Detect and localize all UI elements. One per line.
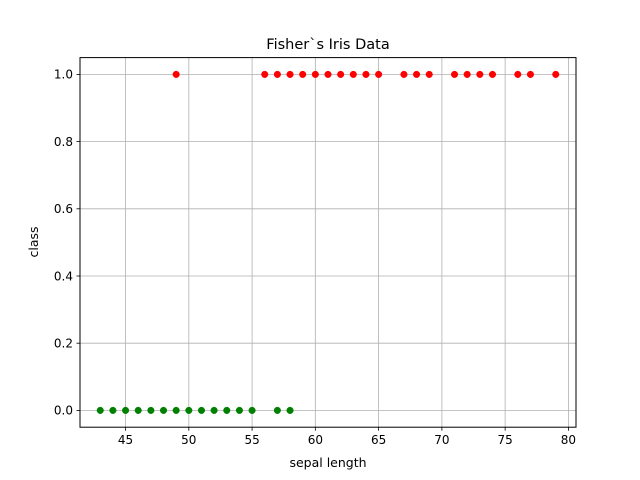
- x-tick-label: 50: [181, 433, 196, 447]
- ticks-layer: 45 50 55 60 65 70 75 80 0.0 0.2 0.4 0.6 0.8 1.0: [54, 68, 576, 448]
- class-1-point: [476, 70, 484, 78]
- class-1-point: [450, 70, 459, 78]
- class-0-point: [147, 406, 155, 414]
- x-tick-label: 65: [371, 433, 386, 447]
- class-1-point: [413, 70, 421, 78]
- class-0-point: [210, 406, 218, 414]
- class-1-point: [337, 70, 345, 78]
- chart-title: Fisher`s Iris Data: [266, 37, 389, 53]
- class-1-point: [488, 70, 497, 78]
- y-tick-label: 0.4: [54, 269, 73, 283]
- class-1-point: [552, 70, 560, 78]
- class-1-point: [324, 70, 332, 78]
- class-1-point: [299, 70, 307, 78]
- class-0-point: [273, 406, 281, 414]
- y-tick-label: 0.2: [54, 337, 73, 351]
- class-1-point: [349, 70, 357, 78]
- class-0-point: [122, 406, 130, 414]
- class-0-point: [248, 406, 256, 414]
- class-1-point: [286, 70, 294, 78]
- y-tick-label: 0.8: [54, 135, 73, 149]
- class-0-point: [286, 406, 294, 414]
- class-1-point: [514, 70, 522, 78]
- class-1-point: [172, 70, 180, 78]
- points-layer: [96, 70, 560, 414]
- class-0-point: [109, 406, 117, 414]
- class-1-point: [375, 70, 383, 78]
- x-tick-label: 70: [434, 433, 449, 447]
- x-tick-label: 75: [498, 433, 513, 447]
- y-axis-label: class: [26, 226, 41, 257]
- class-1-point: [362, 70, 370, 78]
- class-0-point: [159, 406, 168, 414]
- x-tick-label: 80: [561, 433, 576, 447]
- y-tick-label: 0.6: [54, 202, 73, 216]
- class-1-point: [526, 70, 534, 78]
- class-1-point: [400, 70, 408, 78]
- y-tick-label: 1.0: [54, 68, 73, 82]
- x-axis-label: sepal length: [289, 455, 366, 470]
- y-tick-label: 0.0: [54, 404, 73, 418]
- plot-frame: [79, 57, 577, 428]
- class-0-point: [134, 406, 142, 414]
- x-tick-label: 60: [308, 433, 323, 447]
- x-tick-label: 55: [244, 433, 259, 447]
- class-0-point: [96, 406, 104, 414]
- class-0-point: [172, 406, 180, 414]
- class-0-point: [235, 406, 243, 414]
- class-1-point: [463, 70, 471, 78]
- class-0-point: [223, 406, 231, 414]
- class-1-point: [311, 70, 319, 78]
- class-0-point: [197, 406, 206, 414]
- class-1-point: [261, 70, 269, 78]
- class-0-point: [185, 406, 193, 414]
- class-1-point: [273, 70, 281, 78]
- x-tick-label: 45: [118, 433, 133, 447]
- class-1-point: [425, 70, 433, 78]
